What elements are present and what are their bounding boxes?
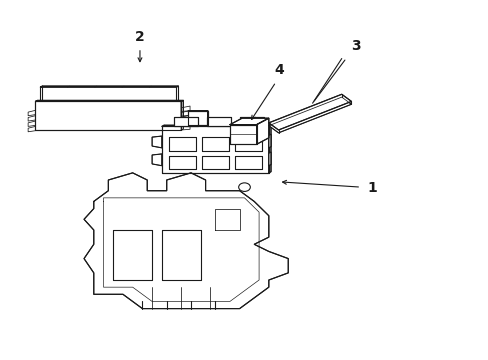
Polygon shape bbox=[206, 117, 231, 126]
Text: 3: 3 bbox=[351, 39, 361, 53]
Polygon shape bbox=[256, 118, 268, 144]
Text: 2: 2 bbox=[135, 30, 144, 44]
Polygon shape bbox=[268, 94, 351, 130]
Polygon shape bbox=[84, 173, 287, 309]
Polygon shape bbox=[152, 136, 162, 148]
Polygon shape bbox=[268, 125, 270, 173]
Polygon shape bbox=[113, 230, 152, 280]
Polygon shape bbox=[202, 156, 228, 169]
Polygon shape bbox=[174, 117, 198, 126]
Polygon shape bbox=[152, 154, 162, 166]
Polygon shape bbox=[202, 137, 228, 151]
Polygon shape bbox=[162, 126, 268, 173]
Polygon shape bbox=[169, 137, 196, 151]
Polygon shape bbox=[35, 100, 183, 102]
Polygon shape bbox=[268, 134, 270, 148]
Polygon shape bbox=[40, 86, 178, 87]
Text: 4: 4 bbox=[274, 63, 284, 77]
Polygon shape bbox=[181, 100, 183, 130]
Polygon shape bbox=[268, 152, 270, 166]
Polygon shape bbox=[229, 118, 268, 125]
Circle shape bbox=[238, 183, 250, 192]
Polygon shape bbox=[268, 97, 351, 133]
Text: 1: 1 bbox=[366, 181, 376, 195]
Polygon shape bbox=[235, 137, 262, 151]
Polygon shape bbox=[35, 102, 181, 130]
Polygon shape bbox=[169, 156, 196, 169]
Polygon shape bbox=[235, 156, 262, 169]
Polygon shape bbox=[229, 125, 256, 144]
Polygon shape bbox=[162, 230, 201, 280]
Polygon shape bbox=[240, 117, 264, 126]
Polygon shape bbox=[188, 111, 207, 125]
Polygon shape bbox=[162, 125, 270, 126]
